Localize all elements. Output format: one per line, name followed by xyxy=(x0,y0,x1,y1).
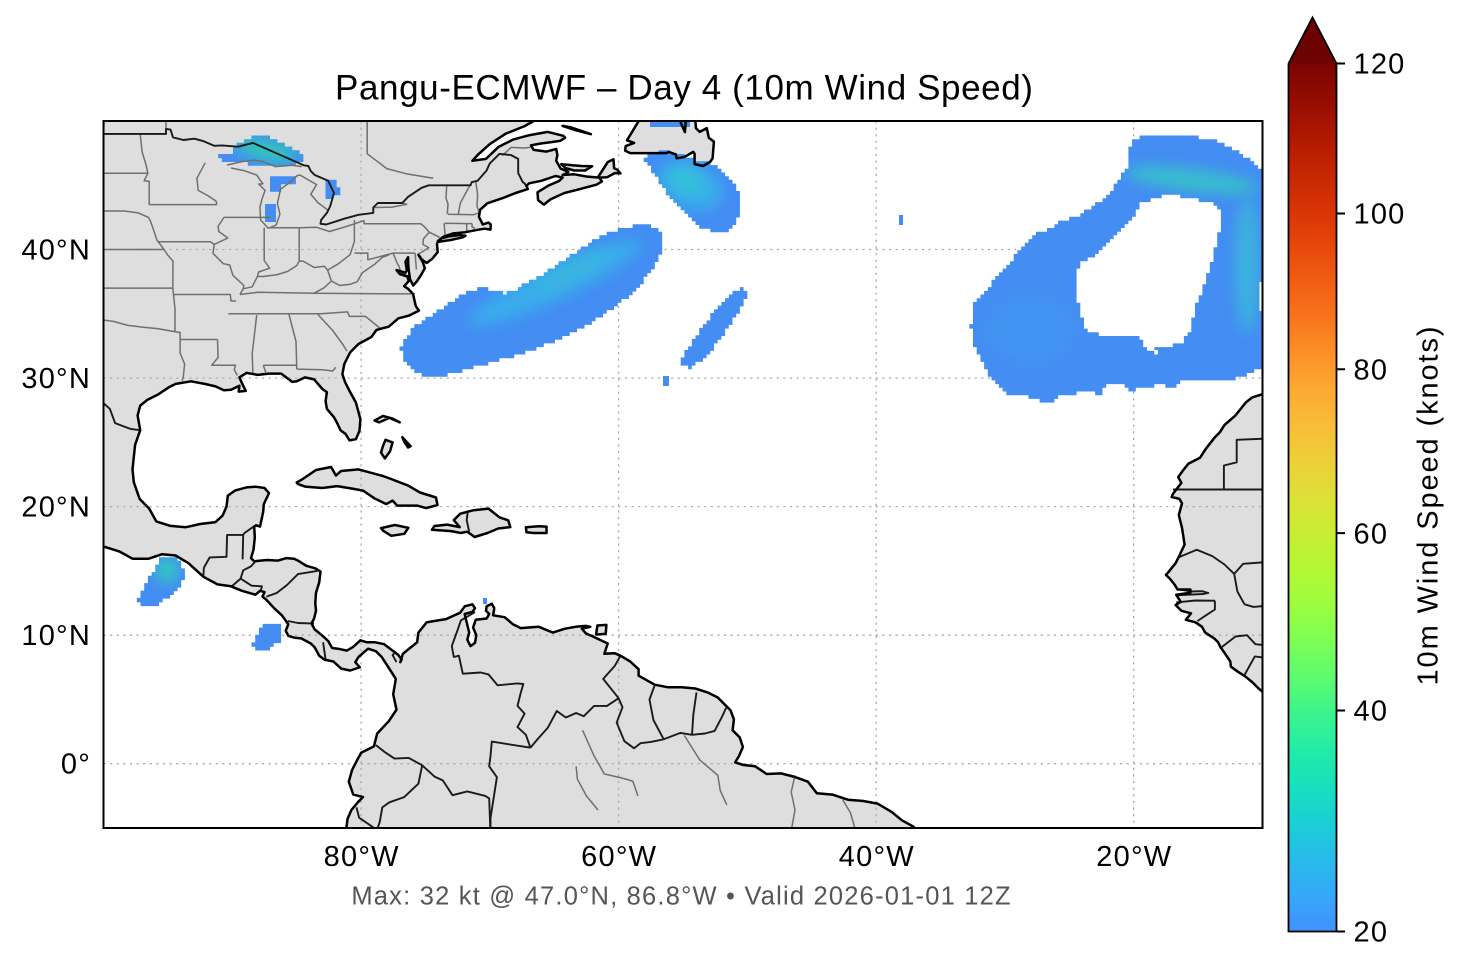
svg-text:60°W: 60°W xyxy=(581,841,657,873)
svg-text:80°W: 80°W xyxy=(324,841,400,873)
svg-text:10°N: 10°N xyxy=(21,620,91,652)
svg-text:40°N: 40°N xyxy=(21,234,91,266)
svg-text:30°N: 30°N xyxy=(21,363,91,395)
svg-text:20°N: 20°N xyxy=(21,491,91,523)
svg-text:60: 60 xyxy=(1354,518,1389,550)
svg-text:Max: 32 kt @ 47.0°N, 86.8°W •: Max: 32 kt @ 47.0°N, 86.8°W • Valid 2026… xyxy=(351,882,1011,910)
svg-text:100: 100 xyxy=(1354,199,1406,231)
svg-text:Pangu-ECMWF – Day 4 (10m Wind: Pangu-ECMWF – Day 4 (10m Wind Speed) xyxy=(335,69,1034,108)
svg-text:120: 120 xyxy=(1354,49,1406,81)
svg-text:80: 80 xyxy=(1354,354,1389,386)
svg-text:10m Wind Speed (knots): 10m Wind Speed (knots) xyxy=(1413,325,1445,686)
svg-text:20°W: 20°W xyxy=(1096,841,1172,873)
svg-text:0°: 0° xyxy=(61,749,91,781)
svg-text:40: 40 xyxy=(1354,696,1389,728)
svg-text:40°W: 40°W xyxy=(839,841,915,873)
svg-text:20: 20 xyxy=(1354,917,1389,949)
